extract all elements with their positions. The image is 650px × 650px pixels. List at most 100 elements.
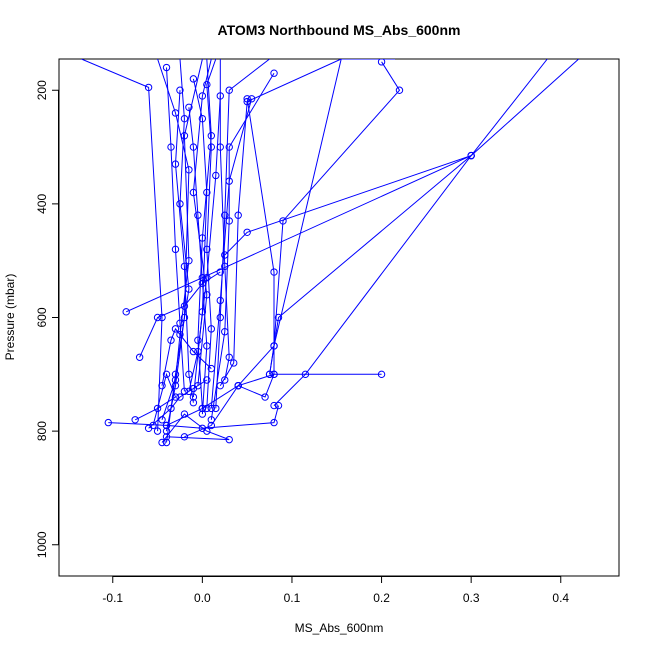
data-point bbox=[171, 160, 180, 168]
data-point bbox=[162, 433, 171, 441]
series-line bbox=[238, 98, 275, 398]
data-point bbox=[212, 171, 220, 180]
series-11 bbox=[216, 59, 342, 390]
series-line bbox=[81, 59, 163, 432]
data-point bbox=[180, 114, 189, 123]
data-point bbox=[270, 418, 278, 427]
data-point bbox=[207, 404, 216, 413]
data-point bbox=[194, 347, 202, 356]
data-point bbox=[176, 319, 184, 327]
data-point bbox=[158, 438, 166, 447]
data-point bbox=[207, 421, 216, 430]
data-point bbox=[221, 376, 229, 384]
data-point bbox=[216, 268, 224, 276]
data-point bbox=[162, 421, 171, 430]
data-point bbox=[180, 433, 189, 441]
x-tick-label: 0.2 bbox=[373, 591, 390, 605]
data-point bbox=[203, 427, 211, 435]
data-point bbox=[189, 75, 198, 83]
data-point bbox=[377, 370, 386, 379]
series-line bbox=[219, 59, 342, 386]
data-point bbox=[207, 143, 216, 151]
series-line bbox=[161, 59, 203, 420]
data-point bbox=[185, 103, 193, 111]
data-point bbox=[198, 92, 207, 100]
y-tick-label: 400 bbox=[35, 194, 49, 214]
series-19 bbox=[104, 401, 283, 432]
data-point bbox=[189, 399, 198, 407]
data-point bbox=[221, 251, 229, 259]
y-axis-title: Pressure (mbar) bbox=[3, 274, 17, 361]
data-point bbox=[203, 188, 211, 197]
data-point bbox=[180, 262, 189, 271]
series-20 bbox=[131, 370, 180, 430]
data-point bbox=[180, 131, 189, 140]
series-25 bbox=[207, 95, 256, 413]
data-point bbox=[234, 211, 242, 219]
series-line bbox=[166, 59, 190, 443]
data-point bbox=[234, 381, 242, 390]
data-point bbox=[467, 151, 475, 160]
data-point bbox=[203, 245, 211, 254]
data-point bbox=[274, 401, 283, 410]
data-point bbox=[225, 86, 233, 94]
series-line bbox=[224, 59, 548, 256]
series-30 bbox=[185, 92, 224, 396]
data-point bbox=[189, 393, 198, 401]
series-line bbox=[134, 372, 177, 426]
series-layer bbox=[81, 59, 580, 447]
data-point bbox=[395, 86, 404, 94]
data-point bbox=[203, 274, 211, 282]
series-line bbox=[206, 59, 217, 409]
data-point bbox=[247, 95, 256, 103]
data-point bbox=[144, 83, 153, 92]
data-point bbox=[167, 336, 175, 344]
series-23 bbox=[158, 325, 216, 390]
plot-area-frame bbox=[58, 58, 620, 577]
series-line bbox=[210, 72, 275, 420]
series-line bbox=[161, 413, 230, 443]
data-point bbox=[171, 245, 180, 254]
series-line bbox=[197, 59, 212, 409]
data-point bbox=[158, 381, 166, 390]
data-point bbox=[171, 376, 180, 384]
series-line bbox=[125, 155, 472, 375]
series-line bbox=[210, 98, 253, 409]
data-point bbox=[225, 177, 233, 185]
series-line bbox=[161, 327, 212, 386]
data-point bbox=[176, 393, 184, 401]
data-point bbox=[189, 143, 198, 151]
data-point bbox=[144, 424, 153, 432]
series-18 bbox=[162, 370, 386, 430]
data-point bbox=[270, 268, 278, 276]
x-axis: -0.1 0.0 0.1 0.2 0.3 0.4 bbox=[102, 576, 569, 605]
data-point bbox=[207, 325, 216, 333]
data-point bbox=[216, 296, 224, 305]
data-point bbox=[171, 393, 180, 401]
series-4 bbox=[158, 59, 203, 424]
data-point bbox=[162, 370, 171, 379]
series-line bbox=[139, 271, 221, 358]
data-point bbox=[180, 313, 189, 322]
data-point bbox=[243, 95, 251, 103]
data-point bbox=[243, 228, 251, 236]
data-point bbox=[270, 370, 278, 379]
data-point bbox=[185, 387, 193, 396]
series-21 bbox=[158, 410, 233, 447]
data-point bbox=[216, 313, 224, 322]
data-point bbox=[274, 313, 283, 322]
data-point bbox=[185, 256, 193, 265]
data-point bbox=[203, 376, 211, 384]
data-point bbox=[270, 69, 278, 77]
y-axis: 200 400 600 800 1000 bbox=[35, 80, 59, 558]
y-tick-label: 200 bbox=[35, 80, 49, 100]
data-point bbox=[194, 211, 202, 219]
data-point bbox=[270, 401, 278, 410]
data-point bbox=[185, 370, 193, 379]
x-tick-label: 0.4 bbox=[552, 591, 569, 605]
series-line bbox=[273, 59, 580, 406]
data-point bbox=[176, 86, 184, 94]
data-point bbox=[230, 359, 238, 367]
data-point bbox=[203, 80, 211, 89]
data-point bbox=[122, 308, 130, 316]
